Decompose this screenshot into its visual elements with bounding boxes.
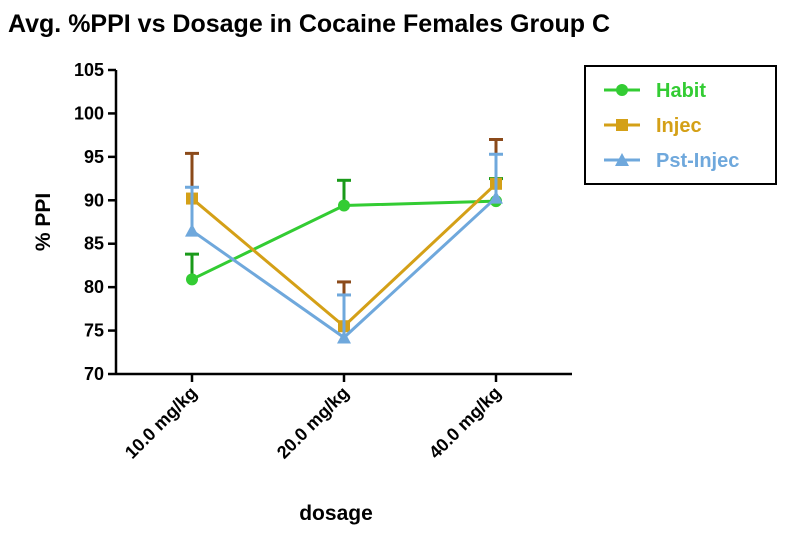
y-axis-label: % PPI <box>32 193 55 251</box>
y-tick-label: 95 <box>84 147 104 167</box>
data-point <box>338 199 350 212</box>
legend: Habit Injec Pst-Injec <box>584 65 777 185</box>
legend-label: Pst-Injec <box>656 150 739 172</box>
data-point <box>186 273 198 286</box>
y-tick-label: 80 <box>84 277 104 297</box>
x-axis-label: dosage <box>299 502 373 525</box>
y-tick-label: 85 <box>84 234 104 254</box>
y-tick-label: 105 <box>74 60 104 80</box>
x-tick-label: 20.0 mg/kg <box>273 383 353 463</box>
legend-label: Injec <box>656 115 702 137</box>
y-tick-label: 100 <box>74 103 104 123</box>
x-tick-label: 40.0 mg/kg <box>425 383 505 463</box>
data-point <box>337 330 351 344</box>
chart-title: Avg. %PPI vs Dosage in Cocaine Females G… <box>8 10 610 38</box>
y-tick-label: 90 <box>84 190 104 210</box>
data-point <box>185 223 199 237</box>
y-ticks: 70 75 80 85 90 95 100 105 <box>74 60 116 384</box>
legend-swatch-marker <box>616 84 628 96</box>
data-point <box>489 190 503 204</box>
x-tick-label: 10.0 mg/kg <box>121 383 201 463</box>
series-pst-injec <box>185 152 503 344</box>
legend-label: Habit <box>656 80 706 102</box>
x-ticks: 10.0 mg/kg 20.0 mg/kg 40.0 mg/kg <box>121 374 505 463</box>
y-tick-label: 75 <box>84 321 104 341</box>
series-layer <box>185 137 503 344</box>
y-tick-label: 70 <box>84 364 104 384</box>
legend-swatch-marker <box>616 119 628 131</box>
legend-swatch-marker <box>615 153 629 166</box>
